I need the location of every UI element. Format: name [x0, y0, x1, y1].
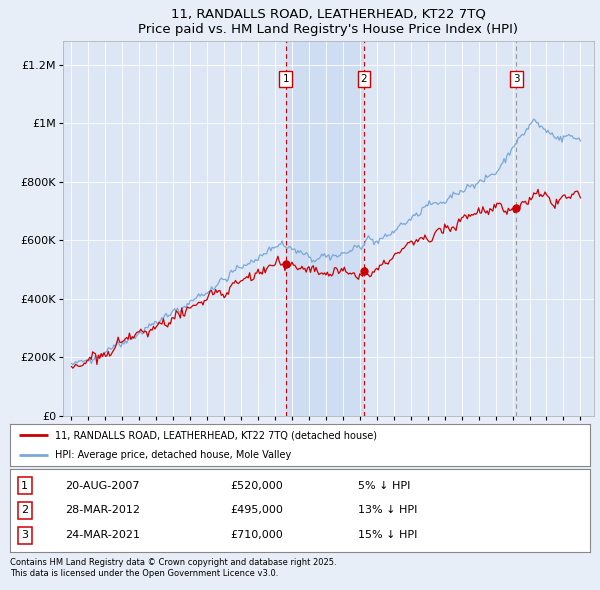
Text: 3: 3: [513, 74, 520, 84]
Text: £495,000: £495,000: [230, 506, 283, 515]
Text: 2: 2: [361, 74, 367, 84]
Text: 20-AUG-2007: 20-AUG-2007: [65, 481, 140, 490]
Bar: [286, 41, 364, 416]
Text: 1: 1: [21, 481, 28, 490]
Text: 3: 3: [21, 530, 28, 540]
Text: HPI: Average price, detached house, Mole Valley: HPI: Average price, detached house, Mole…: [55, 450, 292, 460]
Text: 24-MAR-2021: 24-MAR-2021: [65, 530, 140, 540]
Text: 5% ↓ HPI: 5% ↓ HPI: [358, 481, 410, 490]
Text: 13% ↓ HPI: 13% ↓ HPI: [358, 506, 418, 515]
Text: 11, RANDALLS ROAD, LEATHERHEAD, KT22 7TQ (detached house): 11, RANDALLS ROAD, LEATHERHEAD, KT22 7TQ…: [55, 430, 377, 440]
Text: 1: 1: [283, 74, 289, 84]
Text: 28-MAR-2012: 28-MAR-2012: [65, 506, 140, 515]
Text: 15% ↓ HPI: 15% ↓ HPI: [358, 530, 418, 540]
Text: £520,000: £520,000: [230, 481, 283, 490]
Title: 11, RANDALLS ROAD, LEATHERHEAD, KT22 7TQ
Price paid vs. HM Land Registry's House: 11, RANDALLS ROAD, LEATHERHEAD, KT22 7TQ…: [139, 8, 518, 36]
Text: £710,000: £710,000: [230, 530, 283, 540]
Text: 2: 2: [21, 506, 28, 515]
Text: Contains HM Land Registry data © Crown copyright and database right 2025.
This d: Contains HM Land Registry data © Crown c…: [10, 558, 337, 578]
